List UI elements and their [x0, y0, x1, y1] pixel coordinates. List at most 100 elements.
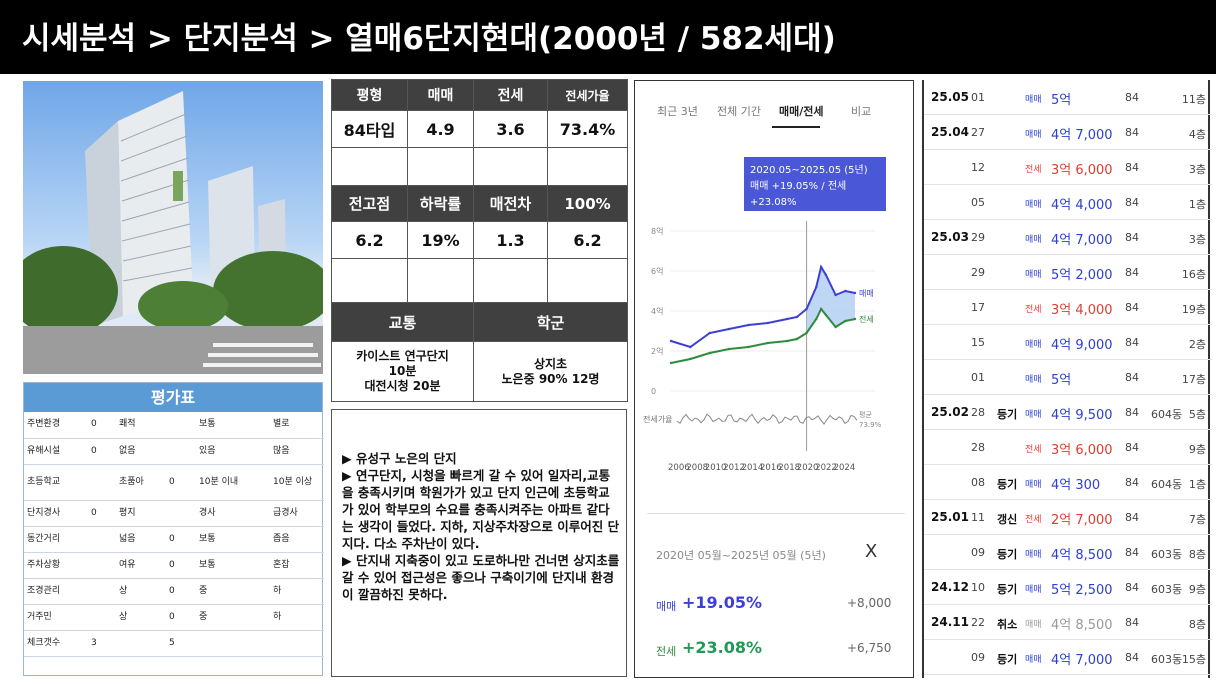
transaction-kind: 취소 — [997, 618, 1018, 631]
transaction-price: 4억 4,000 — [1051, 198, 1113, 213]
ratio-avg-label: 평균 — [859, 410, 872, 419]
evaluation-cell: 조경관리 — [24, 578, 88, 605]
jeonse-series-line-point — [669, 361, 673, 365]
sale-series-line-point — [747, 323, 750, 327]
y-tick-label: 0 — [651, 387, 656, 396]
tooltip-period: 2020.05~2025.05 (5년) — [750, 165, 868, 176]
transaction-row[interactable]: 25.01 11 갱신 전세 2억 7,000 84 7층 — [924, 500, 1212, 535]
transaction-floor: 16층 — [1181, 268, 1206, 281]
transaction-row[interactable]: 25.04 27 매매 4억 7,000 84 4층 — [924, 115, 1212, 150]
transaction-area: 84 — [1125, 511, 1139, 524]
transaction-row[interactable]: 25.03 29 매매 4억 7,000 84 3층 — [924, 220, 1212, 255]
tab-sale-jeonse[interactable]: 매매/전세 — [779, 105, 824, 118]
transaction-area: 84 — [1125, 91, 1139, 104]
stat-sale-label: 매매 — [656, 600, 677, 613]
transaction-type: 매매 — [1025, 130, 1042, 140]
transaction-row[interactable]: 01 매매 5억 84 17층 — [924, 360, 1212, 395]
evaluation-cell — [88, 526, 116, 553]
transaction-row[interactable]: 28 전세 3억 6,000 84 9층 — [924, 430, 1212, 465]
description-box: ▶ 유성구 노은의 단지 ▶ 연구단지, 시청을 빠르게 갈 수 있어 일자리,… — [331, 409, 627, 677]
transaction-area: 84 — [1125, 196, 1139, 209]
transaction-area: 84 — [1125, 371, 1139, 384]
jeonse-series-line-point — [805, 331, 808, 335]
chart-tabs: 최근 3년 전체 기간 매매/전세 비교 — [635, 103, 915, 129]
tab-all-period[interactable]: 전체 기간 — [717, 105, 761, 118]
tab-compare[interactable]: 비교 — [851, 105, 872, 118]
transaction-price: 3억 6,000 — [1051, 163, 1113, 178]
evaluation-cell: 0 — [166, 526, 196, 553]
value-gap: 1.3 — [473, 221, 548, 259]
sale-series-line-point — [844, 289, 847, 293]
transaction-price: 3억 4,000 — [1051, 303, 1113, 318]
x-tick-label: 2022 — [815, 463, 837, 473]
active-tab-indicator — [772, 126, 820, 128]
transaction-day: 28 — [971, 406, 985, 419]
close-icon[interactable]: X — [865, 541, 878, 562]
transaction-dong: 603동 — [1151, 653, 1183, 666]
transaction-area: 84 — [1125, 581, 1139, 594]
transaction-date: 25.03 — [931, 230, 969, 244]
transaction-type: 매매 — [1025, 550, 1042, 560]
description-line: ▶ 연구단지, 시청을 빠르게 갈 수 있어 일자리,교통을 충족시키며 학원가… — [342, 468, 620, 551]
evaluation-cell: 10분 이내 — [196, 464, 242, 501]
transaction-floor: 3층 — [1188, 163, 1206, 176]
sale-series-label: 매매 — [859, 289, 874, 298]
transaction-row[interactable]: 08 등기 매매 4억 300 84 604동 1층 — [924, 465, 1212, 500]
x-tick-label: 2016 — [760, 463, 782, 473]
jeonse-series-line-point — [727, 347, 731, 351]
transaction-day: 09 — [971, 651, 985, 664]
ratio-avg-value: 73.9% — [859, 421, 882, 429]
tab-recent-3y[interactable]: 최근 3년 — [657, 105, 698, 118]
transaction-row[interactable]: 25.02 28 등기 매매 4억 9,500 84 604동 5층 — [924, 395, 1212, 430]
value-100pct: 6.2 — [547, 221, 628, 259]
evaluation-cell: 급경사 — [270, 500, 324, 527]
sale-series-line-point — [824, 273, 828, 277]
header-sale: 매매 — [407, 79, 474, 111]
transaction-row[interactable]: 29 매매 5억 2,000 84 16층 — [924, 255, 1212, 290]
transaction-row[interactable]: 24.11 22 취소 매매 4억 8,500 84 8층 — [924, 605, 1212, 640]
evaluation-cell — [166, 412, 196, 439]
jeonse-series-line-point — [824, 313, 828, 317]
transaction-area: 84 — [1125, 476, 1139, 489]
transaction-type: 전세 — [1025, 515, 1042, 525]
transaction-row[interactable]: 05 매매 4억 4,000 84 1층 — [924, 185, 1212, 220]
sale-series-line-point — [815, 285, 818, 289]
evaluation-cell: 좁음 — [270, 526, 324, 553]
jeonse-series-line-point — [795, 337, 799, 341]
stat-period: 2020년 05월~2025년 05월 (5년) — [656, 549, 826, 562]
transaction-floor: 9층 — [1188, 583, 1206, 596]
transaction-row[interactable]: 09 등기 매매 4억 7,000 84 603동 15층 — [924, 640, 1212, 675]
transaction-row[interactable]: 17 전세 3억 4,000 84 19층 — [924, 290, 1212, 325]
transaction-row[interactable]: 24.12 10 등기 매매 5억 2,500 84 603동 9층 — [924, 570, 1212, 605]
transaction-type: 전세 — [1025, 305, 1042, 315]
evaluation-cell: 넓음 — [116, 526, 166, 553]
sale-series-line-point — [834, 293, 837, 297]
transaction-area: 84 — [1125, 266, 1139, 279]
jeonse-series-line-point — [844, 319, 847, 323]
evaluation-cell: 보통 — [196, 412, 242, 439]
evaluation-cell: 쾌적 — [116, 412, 166, 439]
transaction-row[interactable]: 09 등기 매매 4억 8,500 84 603동 8층 — [924, 535, 1212, 570]
evaluation-row: 조경관리 상 0 중 하 — [24, 578, 324, 605]
evaluation-row: 단지경사 0 평지 경사 급경사 — [24, 500, 324, 527]
evaluation-row: 거주민 상 0 중 하 — [24, 604, 324, 631]
jeonse-series-line-point — [766, 341, 770, 345]
evaluation-cell — [88, 578, 116, 605]
chart-divider — [647, 513, 905, 514]
sale-series-line-point — [689, 345, 692, 349]
price-chart-panel: 최근 3년 전체 기간 매매/전세 비교 2020.05~2025.05 (5년… — [634, 80, 914, 678]
evaluation-cell: 주변환경 — [24, 412, 88, 439]
evaluation-cell: 초품아 — [116, 464, 166, 501]
transaction-row[interactable]: 25.05 01 매매 5억 84 11층 — [924, 80, 1212, 115]
transaction-price: 5억 — [1051, 373, 1072, 388]
x-tick-label: 2018 — [778, 463, 801, 473]
sale-series-line-point — [853, 291, 857, 295]
transaction-type: 매매 — [1025, 95, 1042, 105]
transaction-row[interactable]: 15 매매 4억 9,000 84 2층 — [924, 325, 1212, 360]
transaction-type: 전세 — [1025, 165, 1042, 175]
price-summary-table: 평형 매매 전세 전세가율 84타입 4.9 3.6 73.4% 전고점 하락률… — [331, 79, 628, 402]
evaluation-cell — [270, 630, 324, 657]
stat-jeonse-pct: +23.08% — [682, 638, 763, 657]
evaluation-cell: 상 — [116, 578, 166, 605]
transaction-row[interactable]: 12 전세 3억 6,000 84 3층 — [924, 150, 1212, 185]
